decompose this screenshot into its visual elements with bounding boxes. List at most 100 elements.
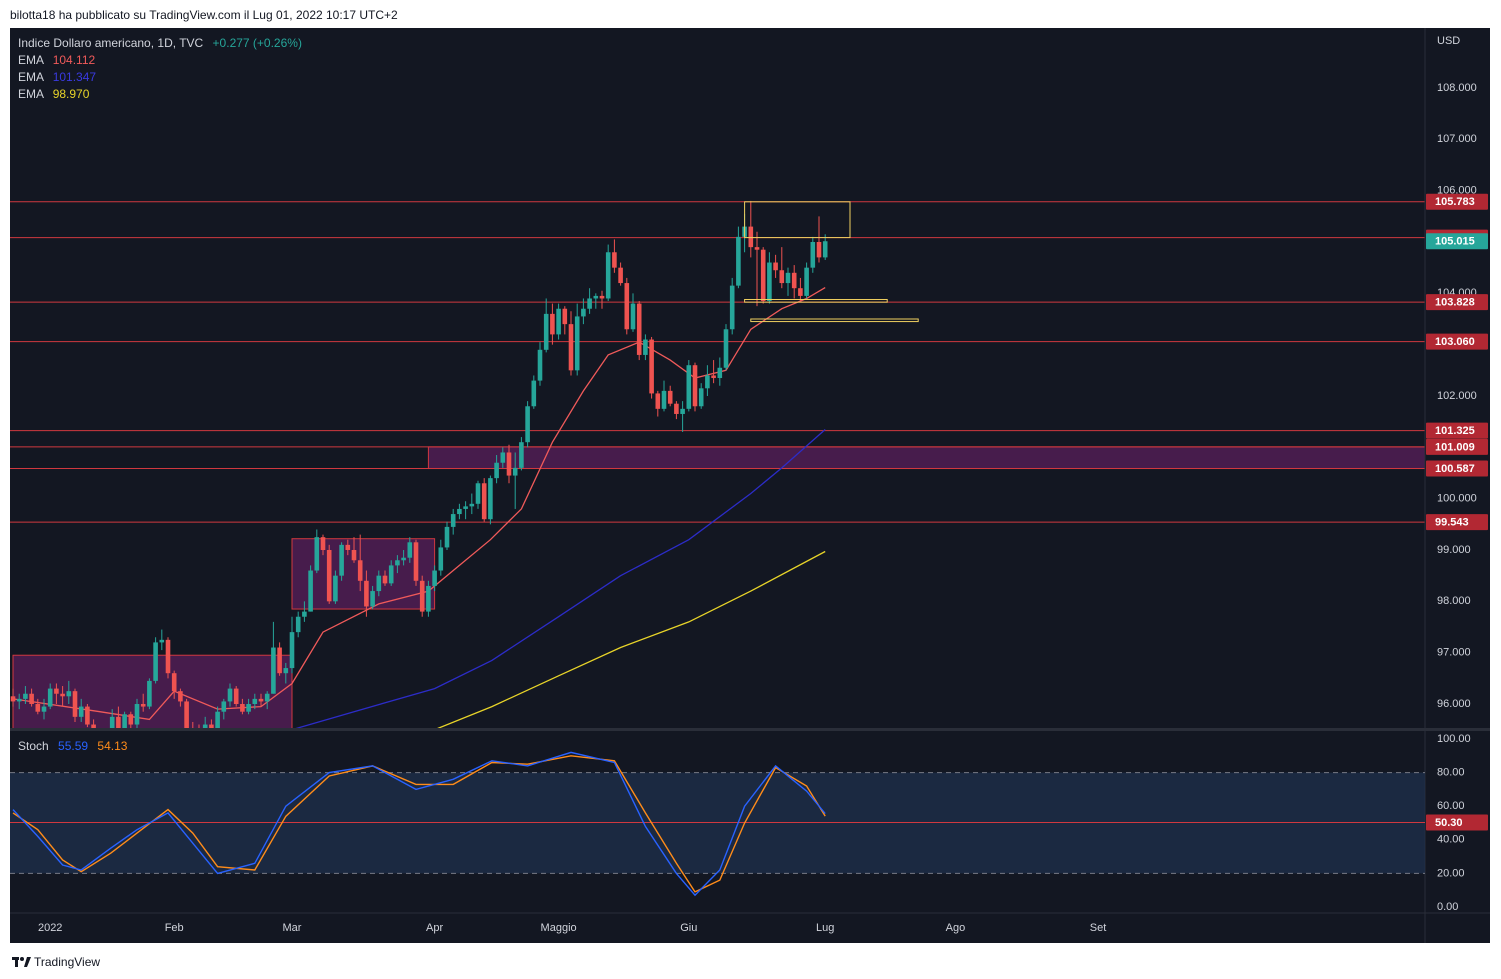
- price-axis-tick: 99.000: [1437, 544, 1471, 556]
- publisher-text: bilotta18 ha pubblicato su TradingView.c…: [10, 8, 398, 22]
- ema-legend-3-label: EMA: [18, 87, 44, 101]
- stoch-axis-tick: 60.00: [1437, 800, 1465, 812]
- candle-body: [773, 262, 778, 271]
- candle-body: [10, 696, 16, 702]
- candle-body: [202, 724, 208, 728]
- candle-body: [426, 585, 431, 612]
- stoch-axis-tick: 80.00: [1437, 767, 1465, 779]
- level-label-7-bg: [1426, 514, 1488, 531]
- symbol-change: +0.277 (+0.26%): [212, 36, 302, 50]
- stoch-axis-tick: 100.00: [1437, 733, 1471, 745]
- footer-brand: TradingView: [34, 955, 101, 969]
- stoch-d-line: [12, 755, 826, 893]
- level-label-5: 101.009: [1435, 441, 1475, 453]
- candle-body: [240, 704, 245, 712]
- ema-legend-3: EMA 98.970: [18, 87, 89, 101]
- candle-body: [488, 478, 493, 520]
- time-axis-label: 2022: [38, 922, 62, 934]
- candle-body: [798, 288, 803, 296]
- candle-body: [197, 732, 202, 735]
- ema-legend-3-value: 98.970: [52, 87, 90, 101]
- candle-body: [667, 390, 673, 404]
- candle-body: [184, 701, 189, 728]
- candle-body: [550, 313, 555, 335]
- candle-body: [209, 724, 214, 728]
- chart-panel[interactable]: USD 96.000 97.000 98.000 99.000 100.000 101.00…: [10, 28, 1490, 943]
- candle-body: [134, 704, 140, 725]
- candle-body: [556, 308, 561, 335]
- price-pane: [10, 200, 1425, 735]
- stoch-level-label: 50.30: [1435, 817, 1463, 829]
- candle-body: [35, 704, 41, 712]
- level-label-2-bg: [1426, 294, 1488, 311]
- candle-body: [543, 313, 549, 350]
- candle-body: [221, 701, 227, 712]
- ema-legend-1: EMA 104.112: [18, 53, 95, 67]
- candle-body: [432, 570, 437, 586]
- stoch-legend-d: 54.13: [97, 739, 128, 753]
- candle-body: [444, 526, 450, 548]
- candle-body: [692, 365, 698, 407]
- candle-body: [72, 691, 78, 717]
- candle-body: [364, 580, 369, 607]
- candle-body: [574, 316, 580, 371]
- candle-body: [246, 704, 251, 712]
- zone-box-1: [291, 538, 436, 610]
- candle-body: [729, 285, 735, 330]
- candle-body: [283, 668, 289, 674]
- candle-body: [401, 557, 406, 561]
- stoch-legend-k: 55.59: [58, 739, 89, 753]
- yellow-range-box-2: [750, 318, 919, 323]
- candle-body: [531, 380, 537, 407]
- candle-body: [655, 393, 661, 409]
- candle-body: [153, 642, 158, 681]
- candle-body: [413, 542, 419, 581]
- price-axis-tick: 98.000: [1437, 595, 1471, 607]
- candle-body: [419, 580, 425, 612]
- candle-body: [388, 565, 394, 584]
- candle-body: [308, 570, 313, 612]
- candle-body: [457, 508, 462, 515]
- candle-body: [736, 236, 741, 286]
- candle-body: [258, 698, 264, 702]
- candle-body: [822, 241, 828, 258]
- chart-canvas[interactable]: USD 96.000 97.000 98.000 99.000 100.000 101.00…: [10, 28, 1490, 943]
- candle-body: [264, 693, 270, 702]
- candle-body: [680, 408, 685, 414]
- ema-legend-2: EMA 101.347: [18, 70, 96, 84]
- candle-body: [723, 329, 729, 368]
- candle-body: [463, 506, 468, 509]
- candle-body: [78, 706, 84, 717]
- candle-body: [506, 452, 512, 476]
- candle-body: [519, 442, 524, 468]
- candle-body: [277, 647, 282, 674]
- candle-body: [748, 226, 754, 248]
- candle-body: [779, 270, 785, 284]
- candle-body: [116, 716, 121, 728]
- level-label-3-bg: [1426, 333, 1488, 350]
- stoch-legend-label: Stoch: [18, 739, 49, 753]
- candle-body: [599, 295, 605, 299]
- candle-body: [23, 693, 28, 699]
- price-axis-tick: 102.000: [1437, 390, 1477, 402]
- candle-body: [438, 547, 444, 571]
- candle-body: [165, 639, 171, 674]
- candle-body: [581, 308, 586, 317]
- candle-body: [128, 714, 134, 725]
- candle-body: [91, 724, 96, 728]
- candle-body: [29, 693, 34, 704]
- candle-body: [382, 575, 388, 584]
- candle-body: [643, 339, 648, 355]
- stoch-axis-tick: 0.00: [1437, 901, 1458, 913]
- candle-body: [754, 247, 760, 250]
- stoch-axis-tick: 20.00: [1437, 867, 1465, 879]
- candle-body: [686, 365, 692, 409]
- candle-body: [500, 452, 506, 463]
- stoch-axis-tick: 40.00: [1437, 834, 1465, 846]
- level-label-0: 105.783: [1435, 196, 1475, 208]
- candle-body: [333, 575, 338, 602]
- candle-body: [16, 698, 22, 702]
- stoch-legend: Stoch 55.59 54.13: [18, 739, 127, 753]
- time-axis-label: Giu: [680, 922, 697, 934]
- candle-body: [512, 467, 518, 476]
